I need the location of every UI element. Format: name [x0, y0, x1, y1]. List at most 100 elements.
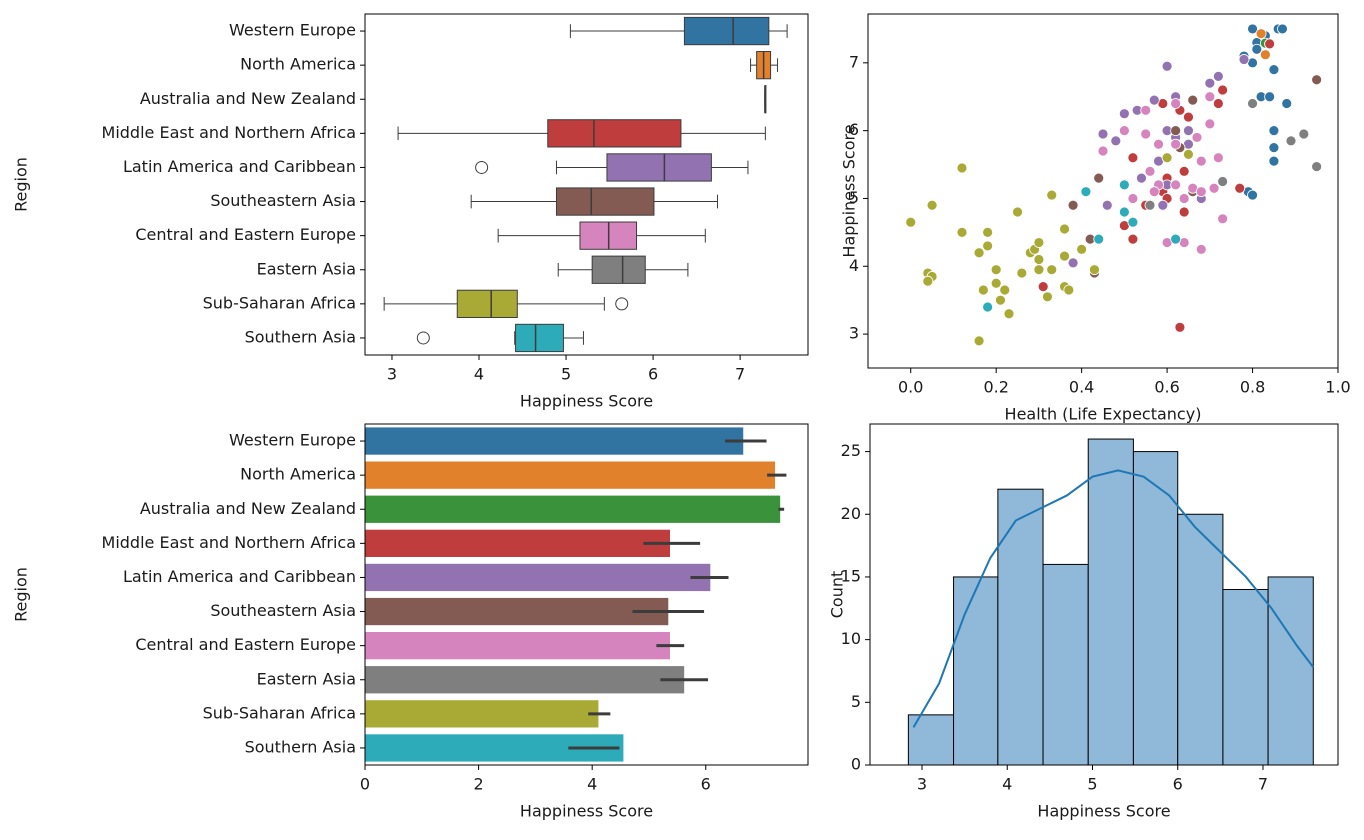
- point: [1264, 38, 1276, 50]
- kde-line: [912, 469, 1315, 728]
- point: [1067, 257, 1079, 269]
- y-tick-label: 6: [849, 120, 859, 139]
- point: [1195, 155, 1207, 167]
- point: [1110, 135, 1122, 147]
- point: [990, 277, 1002, 289]
- x-tick-label: 3: [917, 775, 927, 794]
- point: [977, 284, 989, 296]
- x-tick-label: 0.8: [1240, 378, 1265, 397]
- x-axis-label: Happiness Score: [1037, 802, 1170, 821]
- point: [1118, 179, 1130, 191]
- y-tick-label: 15: [841, 566, 861, 585]
- bar: [365, 632, 670, 660]
- point: [1033, 264, 1045, 276]
- bar: [365, 700, 599, 728]
- box: [456, 289, 518, 318]
- point: [1136, 172, 1147, 184]
- point: [1178, 193, 1190, 204]
- y-tick-label: Middle East and Northern Africa: [102, 123, 356, 142]
- point: [1127, 233, 1139, 245]
- y-tick-label: Southeastern Asia: [210, 191, 356, 210]
- point: [1012, 206, 1023, 218]
- box: [515, 323, 564, 353]
- bar: [365, 495, 781, 523]
- point: [1247, 23, 1258, 35]
- y-tick-label: 7: [849, 52, 859, 71]
- point: [1268, 155, 1280, 167]
- point: [990, 264, 1002, 276]
- x-tick-label: 4: [474, 365, 484, 384]
- point: [1059, 223, 1070, 235]
- point: [999, 284, 1011, 296]
- point: [1059, 250, 1070, 262]
- point: [1174, 321, 1186, 333]
- bar: [365, 563, 711, 592]
- point: [982, 240, 994, 252]
- axes-frame: [867, 13, 1339, 369]
- box: [606, 153, 712, 182]
- point: [1140, 128, 1152, 140]
- point: [1268, 64, 1280, 76]
- x-tick-label: 6: [701, 775, 711, 794]
- point: [1268, 125, 1280, 137]
- y-tick-label: North America: [240, 465, 356, 484]
- y-tick-label: Central and Eastern Europe: [135, 635, 356, 654]
- point: [973, 247, 985, 259]
- y-tick-label: Southern Asia: [245, 327, 356, 346]
- x-tick-label: 2: [473, 775, 483, 794]
- y-tick-label: Australia and New Zealand: [140, 89, 356, 108]
- box: [591, 255, 646, 284]
- bar: [365, 427, 744, 455]
- point: [1093, 233, 1105, 245]
- point: [1067, 199, 1079, 211]
- point: [1140, 104, 1152, 116]
- point: [1204, 77, 1216, 89]
- y-tick-label: Eastern Asia: [257, 259, 356, 278]
- point: [1247, 98, 1258, 109]
- y-tick-label: Latin America and Caribbean: [123, 567, 356, 586]
- y-tick-label: 25: [841, 441, 861, 460]
- axes-frame: [869, 423, 1339, 766]
- point: [1217, 213, 1229, 225]
- x-tick-label: 5: [1087, 775, 1097, 794]
- y-tick-label: Australia and New Zealand: [140, 499, 356, 518]
- point: [905, 216, 917, 228]
- hist-bar: [953, 576, 999, 766]
- x-tick-label: 5: [561, 365, 571, 384]
- point: [1187, 94, 1199, 106]
- point: [1170, 138, 1182, 150]
- hist-bar: [1042, 563, 1089, 766]
- point: [1183, 125, 1194, 137]
- hist-bar: [907, 714, 955, 766]
- point: [922, 275, 934, 287]
- point: [1281, 98, 1293, 109]
- y-tick-label: Sub-Saharan Africa: [203, 293, 356, 312]
- point: [1170, 125, 1182, 137]
- x-tick-label: 0.6: [1154, 378, 1179, 397]
- y-tick-label: 10: [841, 629, 861, 648]
- point: [1212, 152, 1224, 164]
- point: [1285, 135, 1297, 147]
- x-tick-label: 4: [1002, 775, 1012, 794]
- x-tick-label: 0.2: [983, 378, 1008, 397]
- y-tick-label: 4: [849, 256, 859, 275]
- point: [1264, 91, 1276, 103]
- point: [1144, 199, 1156, 211]
- point: [1255, 28, 1267, 40]
- bar: [365, 597, 669, 626]
- y-axis-label: Happiness Score: [840, 124, 859, 257]
- bar: [365, 666, 685, 694]
- y-tick-label: Western Europe: [229, 21, 356, 40]
- point: [1191, 132, 1203, 143]
- x-tick-label: 0.0: [898, 378, 923, 397]
- x-tick-label: 1.0: [1325, 378, 1350, 397]
- box: [555, 187, 655, 216]
- point: [1178, 206, 1190, 218]
- point: [1247, 189, 1258, 201]
- point: [956, 226, 968, 238]
- y-tick-label: Eastern Asia: [257, 669, 356, 688]
- y-tick-label: Middle East and Northern Africa: [102, 533, 356, 552]
- point: [1183, 111, 1194, 123]
- point: [1217, 176, 1229, 187]
